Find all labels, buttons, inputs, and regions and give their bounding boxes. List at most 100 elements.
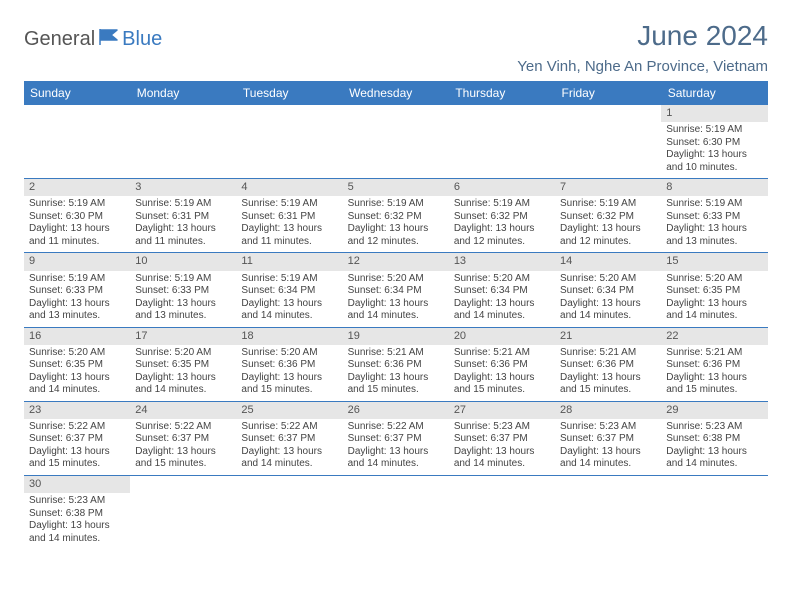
logo-text-blue: Blue <box>122 28 162 51</box>
day-details: Sunrise: 5:20 AMSunset: 6:35 PMDaylight:… <box>130 345 236 401</box>
calendar-week-row: 16Sunrise: 5:20 AMSunset: 6:35 PMDayligh… <box>24 327 768 401</box>
calendar-empty-cell <box>449 105 555 179</box>
daylight-text: Daylight: 13 hours and 15 minutes. <box>241 372 337 397</box>
sunrise-text: Sunrise: 5:21 AM <box>560 347 656 360</box>
sunrise-text: Sunrise: 5:20 AM <box>241 347 337 360</box>
daylight-text: Daylight: 13 hours and 14 minutes. <box>348 446 444 471</box>
day-number: 2 <box>24 179 130 196</box>
daylight-text: Daylight: 13 hours and 15 minutes. <box>348 372 444 397</box>
day-number: 7 <box>555 179 661 196</box>
calendar-empty-cell <box>555 105 661 179</box>
day-number: 26 <box>343 402 449 419</box>
day-details: Sunrise: 5:22 AMSunset: 6:37 PMDaylight:… <box>24 419 130 475</box>
sunrise-text: Sunrise: 5:23 AM <box>454 421 550 434</box>
day-details: Sunrise: 5:20 AMSunset: 6:35 PMDaylight:… <box>661 271 767 327</box>
day-number: 18 <box>236 328 342 345</box>
daylight-text: Daylight: 13 hours and 15 minutes. <box>666 372 762 397</box>
sunset-text: Sunset: 6:34 PM <box>241 285 337 298</box>
sunset-text: Sunset: 6:32 PM <box>348 211 444 224</box>
calendar-day-cell: 17Sunrise: 5:20 AMSunset: 6:35 PMDayligh… <box>130 327 236 401</box>
sunset-text: Sunset: 6:38 PM <box>666 433 762 446</box>
sunrise-text: Sunrise: 5:19 AM <box>241 198 337 211</box>
day-number: 21 <box>555 328 661 345</box>
day-number: 16 <box>24 328 130 345</box>
daylight-text: Daylight: 13 hours and 14 minutes. <box>560 298 656 323</box>
day-details: Sunrise: 5:22 AMSunset: 6:37 PMDaylight:… <box>343 419 449 475</box>
calendar-day-cell: 27 Sunrise: 5:23 AMSunset: 6:37 PMDayligh… <box>449 401 555 475</box>
calendar-day-cell: 6Sunrise: 5:19 AMSunset: 6:32 PMDaylight… <box>449 179 555 253</box>
calendar-table: SundayMondayTuesdayWednesdayThursdayFrid… <box>24 81 768 549</box>
page-header: General Blue June 2024 Yen Vinh, Nghe An… <box>24 20 768 75</box>
daylight-text: Daylight: 13 hours and 14 minutes. <box>241 298 337 323</box>
daylight-text: Daylight: 13 hours and 15 minutes. <box>560 372 656 397</box>
day-details: Sunrise: 5:20 AMSunset: 6:35 PMDaylight:… <box>24 345 130 401</box>
day-number: 17 <box>130 328 236 345</box>
sunset-text: Sunset: 6:37 PM <box>135 433 231 446</box>
day-details: Sunrise: 5:19 AMSunset: 6:33 PMDaylight:… <box>24 271 130 327</box>
sunset-text: Sunset: 6:34 PM <box>348 285 444 298</box>
day-header: Sunday <box>24 81 130 105</box>
calendar-week-row: 30Sunrise: 5:23 AMSunset: 6:38 PMDayligh… <box>24 475 768 549</box>
calendar-empty-cell <box>236 475 342 549</box>
sunrise-text: Sunrise: 5:19 AM <box>241 273 337 286</box>
sunset-text: Sunset: 6:37 PM <box>560 433 656 446</box>
calendar-empty-cell <box>661 475 767 549</box>
day-details: Sunrise: 5:21 AMSunset: 6:36 PMDaylight:… <box>661 345 767 401</box>
day-details: Sunrise: 5:21 AMSunset: 6:36 PMDaylight:… <box>555 345 661 401</box>
day-details: Sunrise: 5:19 AMSunset: 6:31 PMDaylight:… <box>236 196 342 252</box>
day-details: Sunrise: 5:19 AMSunset: 6:33 PMDaylight:… <box>130 271 236 327</box>
calendar-day-cell: 23Sunrise: 5:22 AMSunset: 6:37 PMDayligh… <box>24 401 130 475</box>
day-details: Sunrise: 5:19 AMSunset: 6:33 PMDaylight:… <box>661 196 767 252</box>
calendar-day-cell: 2Sunrise: 5:19 AMSunset: 6:30 PMDaylight… <box>24 179 130 253</box>
calendar-day-cell: 30Sunrise: 5:23 AMSunset: 6:38 PMDayligh… <box>24 475 130 549</box>
sunrise-text: Sunrise: 5:19 AM <box>560 198 656 211</box>
sunset-text: Sunset: 6:30 PM <box>666 137 762 150</box>
daylight-text: Daylight: 13 hours and 13 minutes. <box>135 298 231 323</box>
sunset-text: Sunset: 6:37 PM <box>454 433 550 446</box>
calendar-day-cell: 10Sunrise: 5:19 AMSunset: 6:33 PMDayligh… <box>130 253 236 327</box>
sunrise-text: Sunrise: 5:23 AM <box>29 495 125 508</box>
day-details: Sunrise: 5:19 AMSunset: 6:30 PMDaylight:… <box>661 122 767 178</box>
sunrise-text: Sunrise: 5:23 AM <box>666 421 762 434</box>
calendar-day-cell: 1Sunrise: 5:19 AMSunset: 6:30 PMDaylight… <box>661 105 767 179</box>
day-details: Sunrise: 5:19 AMSunset: 6:32 PMDaylight:… <box>449 196 555 252</box>
calendar-day-cell: 15Sunrise: 5:20 AMSunset: 6:35 PMDayligh… <box>661 253 767 327</box>
calendar-day-cell: 20Sunrise: 5:21 AMSunset: 6:36 PMDayligh… <box>449 327 555 401</box>
calendar-day-cell: 25Sunrise: 5:22 AMSunset: 6:37 PMDayligh… <box>236 401 342 475</box>
day-number: 28 <box>555 402 661 419</box>
day-number: 5 <box>343 179 449 196</box>
daylight-text: Daylight: 13 hours and 14 minutes. <box>135 372 231 397</box>
sunrise-text: Sunrise: 5:22 AM <box>29 421 125 434</box>
sunset-text: Sunset: 6:36 PM <box>348 359 444 372</box>
calendar-day-cell: 3Sunrise: 5:19 AMSunset: 6:31 PMDaylight… <box>130 179 236 253</box>
daylight-text: Daylight: 13 hours and 10 minutes. <box>666 149 762 174</box>
sunrise-text: Sunrise: 5:19 AM <box>135 273 231 286</box>
day-number: 1 <box>661 105 767 122</box>
day-number: 24 <box>130 402 236 419</box>
calendar-empty-cell <box>449 475 555 549</box>
sunrise-text: Sunrise: 5:20 AM <box>454 273 550 286</box>
sunrise-text: Sunrise: 5:20 AM <box>348 273 444 286</box>
daylight-text: Daylight: 13 hours and 14 minutes. <box>454 298 550 323</box>
day-number: 14 <box>555 253 661 270</box>
day-number: 27 <box>449 402 555 419</box>
sunrise-text: Sunrise: 5:23 AM <box>560 421 656 434</box>
calendar-day-cell: 29Sunrise: 5:23 AMSunset: 6:38 PMDayligh… <box>661 401 767 475</box>
daylight-text: Daylight: 13 hours and 14 minutes. <box>454 446 550 471</box>
calendar-empty-cell <box>343 475 449 549</box>
calendar-day-cell: 18Sunrise: 5:20 AMSunset: 6:36 PMDayligh… <box>236 327 342 401</box>
sunset-text: Sunset: 6:33 PM <box>666 211 762 224</box>
calendar-empty-cell <box>24 105 130 179</box>
calendar-day-cell: 24Sunrise: 5:22 AMSunset: 6:37 PMDayligh… <box>130 401 236 475</box>
daylight-text: Daylight: 13 hours and 14 minutes. <box>348 298 444 323</box>
day-number: 25 <box>236 402 342 419</box>
sunset-text: Sunset: 6:36 PM <box>666 359 762 372</box>
sunset-text: Sunset: 6:33 PM <box>135 285 231 298</box>
daylight-text: Daylight: 13 hours and 15 minutes. <box>135 446 231 471</box>
calendar-day-cell: 8Sunrise: 5:19 AMSunset: 6:33 PMDaylight… <box>661 179 767 253</box>
day-number: 20 <box>449 328 555 345</box>
calendar-week-row: 23Sunrise: 5:22 AMSunset: 6:37 PMDayligh… <box>24 401 768 475</box>
calendar-day-cell: 26Sunrise: 5:22 AMSunset: 6:37 PMDayligh… <box>343 401 449 475</box>
calendar-empty-cell <box>130 475 236 549</box>
day-header: Wednesday <box>343 81 449 105</box>
